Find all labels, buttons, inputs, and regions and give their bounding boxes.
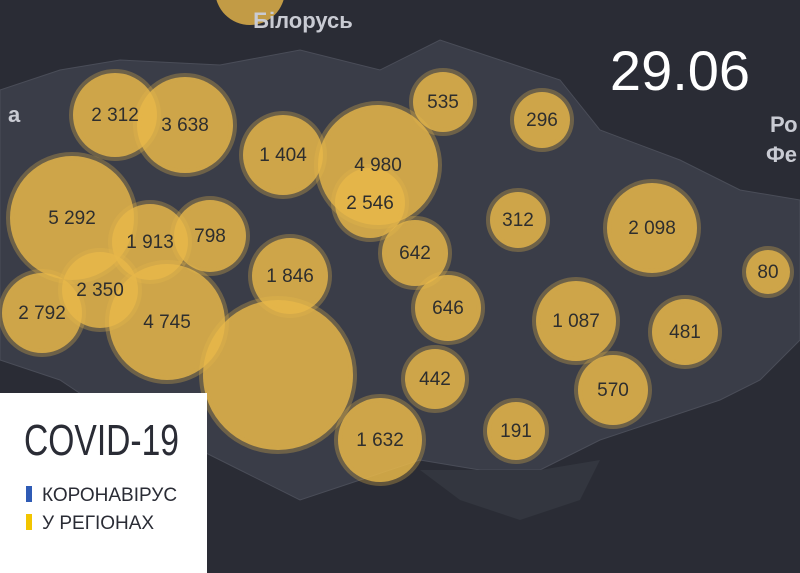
country-label: Білорусь — [253, 8, 353, 33]
region-value: 1 404 — [259, 145, 307, 166]
region-value: 1 846 — [266, 266, 314, 287]
region-value: 296 — [526, 110, 558, 131]
country-label: Фе — [766, 142, 797, 167]
bubble — [409, 68, 477, 136]
bubble — [248, 234, 332, 318]
region-value: 1 087 — [552, 311, 600, 332]
legend-box — [0, 393, 207, 573]
region-value: 5 292 — [48, 208, 96, 229]
country-label: а — [8, 102, 21, 127]
region-value: 312 — [502, 210, 534, 231]
bubble — [411, 271, 485, 345]
legend-title: COVID-19 — [24, 416, 179, 465]
bubble — [0, 269, 86, 357]
region-value: 570 — [597, 380, 629, 401]
country-label: Ро — [770, 112, 798, 137]
bubble — [105, 260, 229, 384]
bubble — [532, 277, 620, 365]
bubble — [133, 73, 237, 177]
bubble — [603, 179, 701, 277]
flag-blue — [26, 486, 32, 502]
region-value: 481 — [669, 322, 701, 343]
bubble — [510, 88, 574, 152]
region-value: 4 745 — [143, 312, 191, 333]
region-value: 1 632 — [356, 430, 404, 451]
region-value: 80 — [757, 262, 778, 283]
region-value: 2 546 — [346, 193, 394, 214]
bubble — [648, 295, 722, 369]
region-value: 2 312 — [91, 105, 139, 126]
region-value: 4 980 — [354, 155, 402, 176]
crimea — [420, 460, 600, 520]
bubble — [486, 188, 550, 252]
legend-line: КОРОНАВІРУС — [42, 485, 177, 506]
flag-yellow — [26, 514, 32, 530]
region-value: 798 — [194, 226, 226, 247]
region-value: 646 — [432, 298, 464, 319]
bubble — [216, 0, 284, 25]
bubble — [331, 164, 409, 242]
region-value: 1 913 — [126, 232, 174, 253]
bubble — [742, 246, 794, 298]
bubble — [483, 398, 549, 464]
bubble — [378, 216, 452, 290]
legend-line: У РЕГІОНАХ — [42, 513, 154, 534]
date: 29.06 — [610, 39, 750, 102]
bubble — [334, 394, 426, 486]
region-value: 2 350 — [76, 280, 124, 301]
region-value: 642 — [399, 243, 431, 264]
region-value: 2 792 — [18, 303, 66, 324]
bubbles: 2 312 3 638 1 404 4 980 2 546 535 296 5 292 1 91… — [0, 68, 794, 486]
bubble — [574, 351, 652, 429]
region-value: 2 098 — [628, 218, 676, 239]
region-value: 442 — [419, 369, 451, 390]
region-value: 3 638 — [161, 115, 209, 136]
bubble — [401, 345, 469, 413]
region-value: 191 — [500, 421, 532, 442]
region-value: 535 — [427, 92, 459, 113]
bubble — [170, 196, 250, 276]
